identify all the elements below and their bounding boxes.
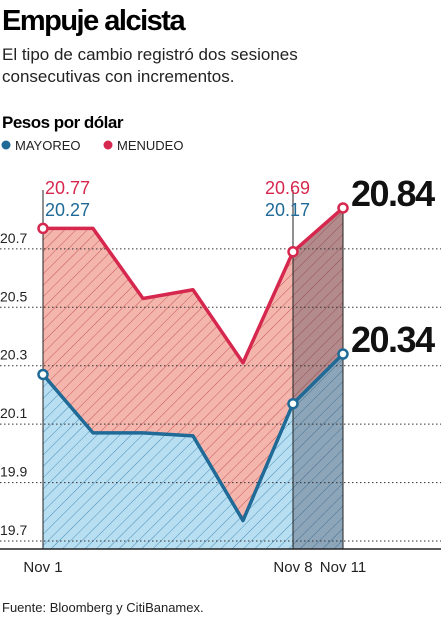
value-label: 20.69: [265, 178, 310, 198]
value-label: 20.17: [265, 200, 310, 220]
point: [337, 348, 349, 360]
y-tick-label: 20.5: [0, 288, 27, 304]
point: [287, 246, 299, 258]
point: [287, 397, 299, 410]
y-tick-label: 19.7: [0, 522, 27, 538]
value-label: 20.84: [351, 173, 435, 214]
y-tick-label: 19.9: [0, 464, 27, 480]
point: [37, 222, 49, 235]
x-tick-label: Nov 8: [273, 559, 312, 576]
x-tick-label: Nov 11: [320, 559, 366, 576]
subtitle: consecutivas con incrementos.: [2, 67, 234, 86]
value-label: 20.27: [45, 200, 90, 220]
chart-title: Empuje alcista: [2, 5, 186, 37]
value-label: 20.77: [45, 178, 90, 198]
source: Fuente: Bloomberg y CitiBanamex.: [2, 600, 204, 615]
legend-marker: [1, 140, 11, 150]
point: [37, 368, 49, 381]
value-label: 20.34: [351, 319, 435, 360]
axis-label: Pesos por dólar: [2, 113, 124, 132]
legend-label: MAYOREO: [15, 138, 81, 153]
subtitle: El tipo de cambio registró dos sesiones: [2, 45, 298, 64]
x-tick-label: Nov 1: [23, 559, 62, 576]
y-tick-label: 20.1: [0, 405, 27, 421]
area: [43, 354, 343, 549]
area: [43, 207, 343, 521]
legend-marker: [103, 140, 113, 150]
point: [337, 202, 349, 214]
y-tick-label: 20.3: [0, 347, 27, 363]
y-tick-label: 20.7: [0, 230, 27, 246]
legend-label: MENUDEO: [117, 138, 183, 153]
